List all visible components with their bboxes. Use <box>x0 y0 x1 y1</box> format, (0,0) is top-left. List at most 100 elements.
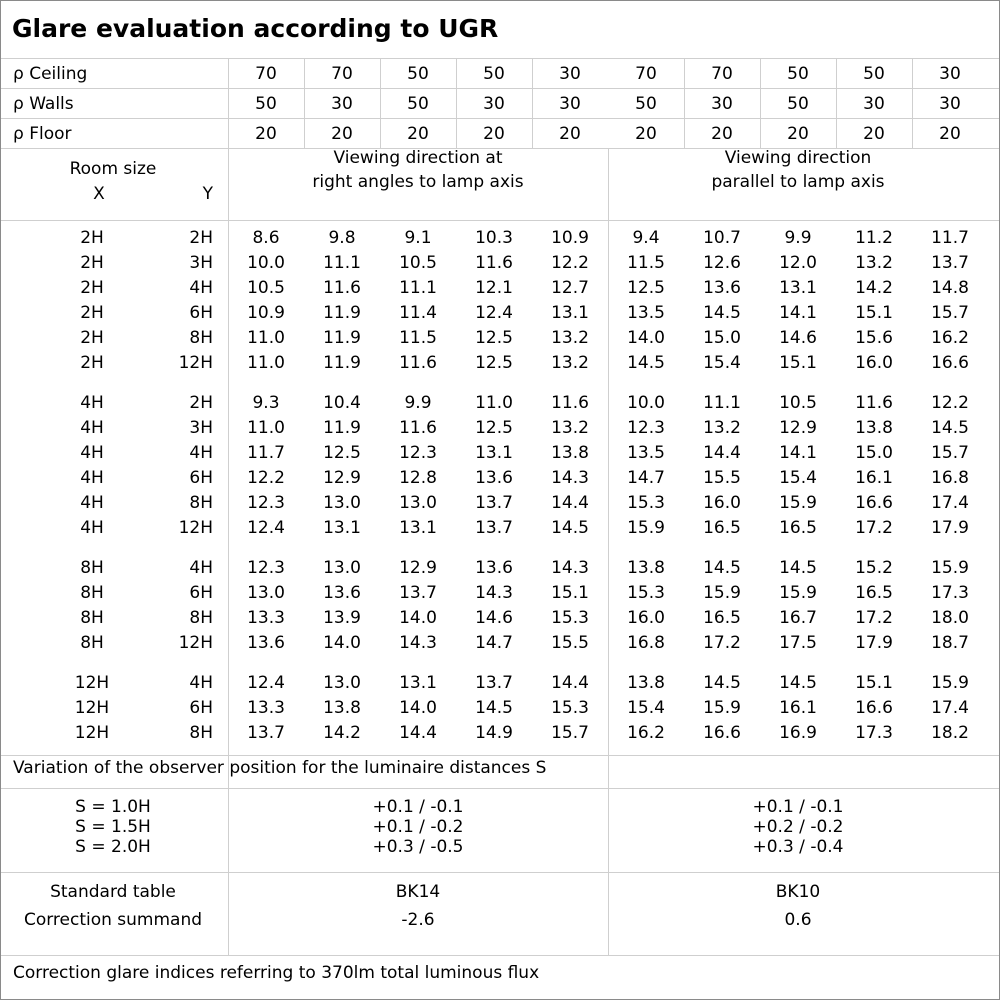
variation-parallel: +0.3 / -0.4 <box>752 837 844 857</box>
reflectance-value: 20 <box>255 124 277 144</box>
room-x: 12H <box>74 723 110 743</box>
variation-label: S = 1.5H <box>75 817 151 837</box>
variation-label: S = 2.0H <box>75 837 151 857</box>
direction-header: parallel to lamp axis <box>711 172 885 192</box>
ugr-value: 12.0 <box>779 253 817 273</box>
room-x: 2H <box>80 303 104 323</box>
ugr-value: 13.7 <box>475 673 513 693</box>
ugr-value: 14.3 <box>475 583 513 603</box>
ugr-value: 11.0 <box>475 393 513 413</box>
reflectance-value: 50 <box>483 64 505 84</box>
ugr-value: 11.6 <box>323 278 361 298</box>
room-x: 8H <box>80 558 104 578</box>
ugr-value: 14.5 <box>779 673 817 693</box>
ugr-value: 13.2 <box>551 328 589 348</box>
room-y: 6H <box>189 468 213 488</box>
ugr-value: 15.9 <box>779 493 817 513</box>
room-x: 12H <box>74 698 110 718</box>
ugr-value: 12.3 <box>247 558 285 578</box>
ugr-value: 18.2 <box>931 723 969 743</box>
row-divider <box>1 148 999 149</box>
ugr-value: 12.6 <box>703 253 741 273</box>
ugr-value: 11.6 <box>855 393 893 413</box>
ugr-value: 14.0 <box>399 608 437 628</box>
ugr-value: 13.2 <box>855 253 893 273</box>
ugr-value: 15.1 <box>855 673 893 693</box>
ugr-value: 15.5 <box>551 633 589 653</box>
ugr-value: 17.4 <box>931 698 969 718</box>
ugr-value: 11.0 <box>247 328 285 348</box>
ugr-value: 14.9 <box>475 723 513 743</box>
ugr-value: 15.5 <box>703 468 741 488</box>
ugr-value: 13.2 <box>551 353 589 373</box>
ugr-value: 13.0 <box>323 493 361 513</box>
ugr-value: 11.7 <box>931 228 969 248</box>
row-divider <box>1 88 999 89</box>
ugr-value: 13.8 <box>551 443 589 463</box>
ugr-value: 16.0 <box>627 608 665 628</box>
ugr-value: 12.4 <box>247 518 285 538</box>
ugr-value: 17.9 <box>931 518 969 538</box>
ugr-value: 11.0 <box>247 418 285 438</box>
standard-right-angles: -2.6 <box>401 910 435 930</box>
ugr-value: 11.9 <box>323 418 361 438</box>
row-divider <box>1 220 999 221</box>
ugr-value: 12.8 <box>399 468 437 488</box>
ugr-value: 14.4 <box>703 443 741 463</box>
reflectance-value: 50 <box>787 94 809 114</box>
ugr-value: 12.2 <box>551 253 589 273</box>
ugr-value: 11.6 <box>475 253 513 273</box>
ugr-value: 15.9 <box>627 518 665 538</box>
ugr-value: 13.1 <box>399 518 437 538</box>
row-divider <box>1 755 999 756</box>
variation-right-angles: +0.1 / -0.1 <box>372 797 464 817</box>
room-y: 6H <box>189 583 213 603</box>
room-y: 2H <box>189 228 213 248</box>
room-x: 2H <box>80 278 104 298</box>
ugr-value: 15.4 <box>779 468 817 488</box>
ugr-value: 11.2 <box>855 228 893 248</box>
ugr-value: 12.9 <box>323 468 361 488</box>
ugr-value: 16.2 <box>931 328 969 348</box>
room-x: 12H <box>74 673 110 693</box>
ugr-value: 9.4 <box>632 228 660 248</box>
reflectance-value: 50 <box>255 94 277 114</box>
ugr-value: 11.6 <box>399 418 437 438</box>
ugr-value: 16.5 <box>855 583 893 603</box>
reflectance-label: ρ Ceiling <box>13 64 88 84</box>
ugr-value: 16.9 <box>779 723 817 743</box>
ugr-value: 13.7 <box>247 723 285 743</box>
ugr-value: 14.6 <box>779 328 817 348</box>
ugr-value: 13.8 <box>855 418 893 438</box>
ugr-value: 14.5 <box>931 418 969 438</box>
column-divider <box>532 58 533 148</box>
reflectance-value: 30 <box>863 94 885 114</box>
ugr-value: 10.5 <box>399 253 437 273</box>
reflectance-value: 20 <box>787 124 809 144</box>
ugr-value: 10.0 <box>627 393 665 413</box>
reflectance-value: 30 <box>483 94 505 114</box>
ugr-value: 13.0 <box>323 558 361 578</box>
ugr-value: 9.1 <box>404 228 432 248</box>
room-size-label: Room size <box>69 159 157 179</box>
ugr-value: 13.1 <box>323 518 361 538</box>
variation-right-angles: +0.1 / -0.2 <box>372 817 464 837</box>
ugr-value: 10.5 <box>247 278 285 298</box>
variation-parallel: +0.1 / -0.1 <box>752 797 844 817</box>
ugr-value: 11.1 <box>703 393 741 413</box>
column-divider <box>760 58 761 148</box>
ugr-value: 17.2 <box>855 518 893 538</box>
ugr-value: 16.6 <box>703 723 741 743</box>
ugr-value: 12.7 <box>551 278 589 298</box>
ugr-value: 13.2 <box>703 418 741 438</box>
ugr-value: 14.3 <box>551 468 589 488</box>
room-y: 4H <box>189 443 213 463</box>
standard-right-angles: BK14 <box>395 882 441 902</box>
ugr-value: 9.8 <box>328 228 356 248</box>
row-divider <box>1 872 999 873</box>
reflectance-value: 30 <box>939 64 961 84</box>
reflectance-value: 50 <box>635 94 657 114</box>
ugr-value: 15.3 <box>627 583 665 603</box>
column-divider <box>608 148 609 955</box>
ugr-value: 12.5 <box>627 278 665 298</box>
